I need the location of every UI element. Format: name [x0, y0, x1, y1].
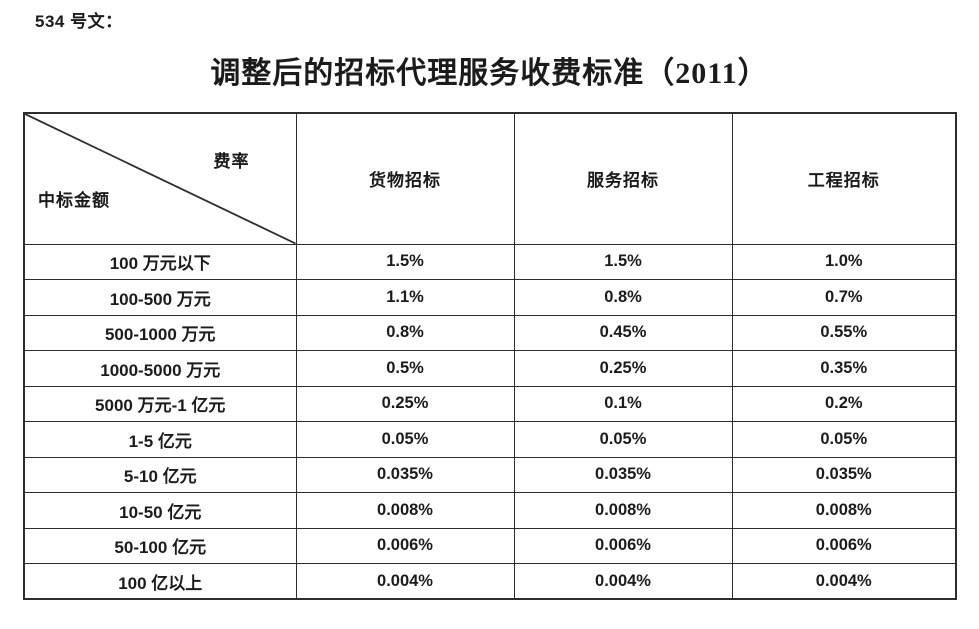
rate-cell: 0.25% — [295, 385, 515, 422]
rate-cell: 0.05% — [731, 421, 957, 458]
column-header-services: 服务招标 — [513, 112, 733, 245]
amount-range-cell: 1-5 亿元 — [23, 421, 297, 458]
fee-table-header: 费率 中标金额 货物招标 服务招标 工程招标 — [23, 112, 957, 245]
table-row: 1000-5000 万元 0.5% 0.25% 0.35% — [23, 350, 957, 387]
rate-cell: 1.0% — [731, 243, 957, 280]
table-row: 5-10 亿元 0.035% 0.035% 0.035% — [23, 456, 957, 493]
rate-cell: 0.006% — [295, 527, 515, 564]
rate-cell: 0.035% — [513, 456, 733, 493]
table-row: 100-500 万元 1.1% 0.8% 0.7% — [23, 279, 957, 316]
rate-cell: 0.035% — [731, 456, 957, 493]
rate-cell: 0.2% — [731, 385, 957, 422]
table-row: 1-5 亿元 0.05% 0.05% 0.05% — [23, 421, 957, 458]
amount-range-cell: 100 亿以上 — [23, 563, 297, 600]
corner-header-cell: 费率 中标金额 — [23, 112, 297, 245]
column-header-engineering: 工程招标 — [731, 112, 957, 245]
amount-range-cell: 5000 万元-1 亿元 — [23, 385, 297, 422]
fee-table-body: 100 万元以下 1.5% 1.5% 1.0% 100-500 万元 1.1% 0.8% 0.… — [23, 243, 957, 600]
table-row: 100 亿以上 0.004% 0.004% 0.004% — [23, 563, 957, 600]
fee-table: 费率 中标金额 货物招标 服务招标 工程招标 100 万元以下 1.5% 1.5% 1… — [23, 112, 957, 600]
rate-cell: 0.008% — [295, 492, 515, 529]
amount-range-cell: 100 万元以下 — [23, 243, 297, 280]
rate-cell: 0.55% — [731, 314, 957, 351]
rate-cell: 0.35% — [731, 350, 957, 387]
table-row: 10-50 亿元 0.008% 0.008% 0.008% — [23, 492, 957, 529]
rate-cell: 0.004% — [513, 563, 733, 600]
table-row: 50-100 亿元 0.006% 0.006% 0.006% — [23, 527, 957, 564]
amount-range-cell: 10-50 亿元 — [23, 492, 297, 529]
amount-range-cell: 50-100 亿元 — [23, 527, 297, 564]
fee-rate-label: 费率 — [213, 152, 250, 171]
rate-cell: 0.035% — [295, 456, 515, 493]
rate-cell: 0.45% — [513, 314, 733, 351]
table-row: 500-1000 万元 0.8% 0.45% 0.55% — [23, 314, 957, 351]
amount-range-cell: 5-10 亿元 — [23, 456, 297, 493]
rate-cell: 0.008% — [731, 492, 957, 529]
rate-cell: 0.8% — [295, 314, 515, 351]
rate-cell: 0.006% — [513, 527, 733, 564]
table-row: 5000 万元-1 亿元 0.25% 0.1% 0.2% — [23, 385, 957, 422]
rate-cell: 0.05% — [295, 421, 515, 458]
column-header-goods: 货物招标 — [295, 112, 515, 245]
page-title: 调整后的招标代理服务收费标准（2011） — [210, 57, 769, 90]
rate-cell: 0.8% — [513, 279, 733, 316]
rate-cell: 0.004% — [731, 563, 957, 600]
diagonal-divider-line — [25, 114, 296, 244]
table-row: 100 万元以下 1.5% 1.5% 1.0% — [23, 243, 957, 280]
header-row: 费率 中标金额 货物招标 服务招标 工程招标 — [23, 112, 957, 245]
amount-range-cell: 500-1000 万元 — [23, 314, 297, 351]
rate-cell: 0.004% — [295, 563, 515, 600]
rate-cell: 0.008% — [513, 492, 733, 529]
amount-range-cell: 1000-5000 万元 — [23, 350, 297, 387]
rate-cell: 1.5% — [295, 243, 515, 280]
rate-cell: 0.25% — [513, 350, 733, 387]
rate-cell: 0.1% — [513, 385, 733, 422]
rate-cell: 0.5% — [295, 350, 515, 387]
rate-cell: 1.5% — [513, 243, 733, 280]
rate-cell: 0.006% — [731, 527, 957, 564]
rate-cell: 1.1% — [295, 279, 515, 316]
amount-range-cell: 100-500 万元 — [23, 279, 297, 316]
bid-amount-label: 中标金额 — [38, 190, 110, 210]
rate-cell: 0.05% — [513, 421, 733, 458]
rate-cell: 0.7% — [731, 279, 957, 316]
doc-reference: 534 号文： — [35, 12, 123, 31]
